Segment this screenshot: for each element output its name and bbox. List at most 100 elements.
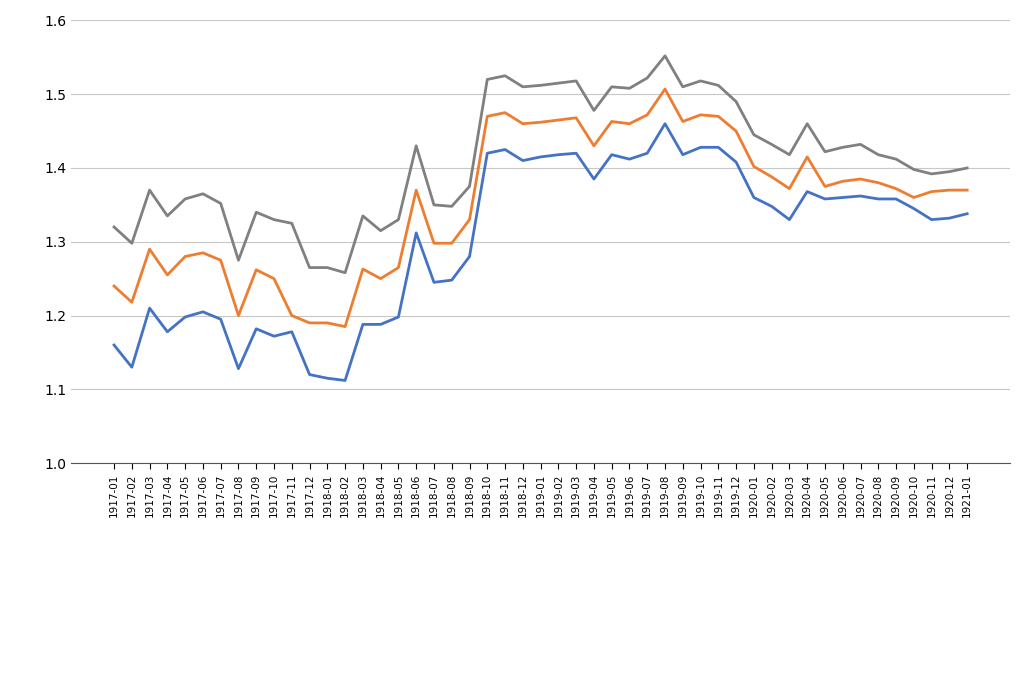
EMR - 5% C.I. bbox=[338, 377, 351, 385]
EMR bbox=[534, 118, 546, 127]
EMR bbox=[357, 265, 369, 273]
EMR - 5% C.I. bbox=[125, 363, 138, 371]
EMR bbox=[517, 120, 529, 128]
EMR + 5% C.I. bbox=[338, 269, 351, 277]
EMR - 5% C.I. bbox=[783, 215, 795, 223]
EMR - 5% C.I. bbox=[747, 193, 759, 202]
Line: EMR + 5% C.I.: EMR + 5% C.I. bbox=[114, 56, 966, 273]
EMR + 5% C.I. bbox=[605, 83, 618, 91]
EMR bbox=[108, 282, 120, 290]
EMR bbox=[144, 245, 156, 253]
EMR + 5% C.I. bbox=[711, 81, 723, 89]
EMR - 5% C.I. bbox=[730, 158, 742, 166]
EMR - 5% C.I. bbox=[179, 313, 192, 321]
EMR + 5% C.I. bbox=[392, 215, 405, 223]
EMR + 5% C.I. bbox=[321, 264, 333, 272]
EMR - 5% C.I. bbox=[570, 149, 582, 157]
EMR + 5% C.I. bbox=[570, 77, 582, 85]
EMR + 5% C.I. bbox=[125, 239, 138, 247]
EMR + 5% C.I. bbox=[250, 208, 262, 217]
EMR + 5% C.I. bbox=[232, 256, 245, 264]
EMR + 5% C.I. bbox=[641, 74, 653, 82]
EMR - 5% C.I. bbox=[943, 214, 955, 222]
EMR bbox=[551, 116, 564, 124]
EMR - 5% C.I. bbox=[161, 328, 173, 336]
EMR + 5% C.I. bbox=[783, 151, 795, 159]
EMR + 5% C.I. bbox=[943, 168, 955, 176]
EMR + 5% C.I. bbox=[960, 164, 972, 172]
EMR - 5% C.I. bbox=[907, 204, 919, 212]
EMR bbox=[587, 142, 599, 150]
EMR + 5% C.I. bbox=[481, 76, 493, 84]
EMR + 5% C.I. bbox=[517, 83, 529, 91]
EMR + 5% C.I. bbox=[427, 201, 439, 209]
EMR - 5% C.I. bbox=[534, 153, 546, 161]
EMR bbox=[498, 108, 511, 116]
EMR bbox=[285, 311, 298, 319]
EMR bbox=[161, 271, 173, 279]
EMR + 5% C.I. bbox=[747, 131, 759, 139]
EMR - 5% C.I. bbox=[321, 374, 333, 382]
EMR - 5% C.I. bbox=[871, 195, 883, 203]
EMR - 5% C.I. bbox=[232, 364, 245, 373]
EMR + 5% C.I. bbox=[108, 223, 120, 231]
EMR + 5% C.I. bbox=[800, 120, 812, 128]
EMR bbox=[889, 185, 901, 193]
EMR bbox=[818, 183, 830, 191]
EMR bbox=[392, 264, 405, 272]
EMR bbox=[268, 274, 280, 283]
EMR bbox=[410, 186, 422, 194]
EMR bbox=[711, 112, 723, 121]
EMR bbox=[463, 215, 475, 223]
EMR bbox=[605, 117, 618, 125]
EMR + 5% C.I. bbox=[161, 212, 173, 220]
EMR - 5% C.I. bbox=[641, 149, 653, 157]
EMR bbox=[730, 127, 742, 136]
EMR - 5% C.I. bbox=[303, 370, 315, 379]
EMR + 5% C.I. bbox=[587, 106, 599, 114]
EMR + 5% C.I. bbox=[357, 212, 369, 220]
EMR - 5% C.I. bbox=[623, 155, 635, 163]
EMR - 5% C.I. bbox=[676, 151, 688, 159]
EMR + 5% C.I. bbox=[534, 81, 546, 89]
EMR + 5% C.I. bbox=[889, 155, 901, 163]
EMR bbox=[374, 274, 386, 283]
EMR bbox=[836, 177, 848, 185]
EMR - 5% C.I. bbox=[818, 195, 830, 203]
EMR bbox=[871, 178, 883, 187]
EMR - 5% C.I. bbox=[587, 175, 599, 183]
EMR + 5% C.I. bbox=[463, 183, 475, 191]
EMR - 5% C.I. bbox=[285, 328, 298, 336]
EMR + 5% C.I. bbox=[214, 200, 226, 208]
EMR - 5% C.I. bbox=[357, 320, 369, 328]
EMR bbox=[481, 112, 493, 121]
EMR + 5% C.I. bbox=[551, 79, 564, 87]
EMR + 5% C.I. bbox=[658, 52, 671, 60]
EMR bbox=[907, 193, 919, 202]
EMR + 5% C.I. bbox=[623, 84, 635, 93]
EMR - 5% C.I. bbox=[392, 313, 405, 321]
EMR bbox=[747, 163, 759, 171]
EMR bbox=[765, 173, 777, 181]
EMR bbox=[800, 153, 812, 161]
EMR + 5% C.I. bbox=[197, 190, 209, 198]
EMR - 5% C.I. bbox=[889, 195, 901, 203]
EMR bbox=[303, 319, 315, 327]
EMR - 5% C.I. bbox=[960, 210, 972, 218]
EMR - 5% C.I. bbox=[108, 341, 120, 349]
EMR bbox=[641, 111, 653, 119]
EMR bbox=[125, 298, 138, 306]
EMR - 5% C.I. bbox=[800, 187, 812, 195]
EMR bbox=[658, 85, 671, 93]
EMR bbox=[445, 239, 458, 247]
EMR + 5% C.I. bbox=[836, 143, 848, 151]
EMR - 5% C.I. bbox=[374, 320, 386, 328]
EMR bbox=[214, 256, 226, 264]
EMR - 5% C.I. bbox=[481, 149, 493, 157]
EMR - 5% C.I. bbox=[551, 151, 564, 159]
EMR - 5% C.I. bbox=[144, 304, 156, 313]
EMR bbox=[854, 175, 866, 183]
EMR + 5% C.I. bbox=[818, 148, 830, 156]
EMR bbox=[338, 323, 351, 331]
EMR + 5% C.I. bbox=[179, 195, 192, 203]
